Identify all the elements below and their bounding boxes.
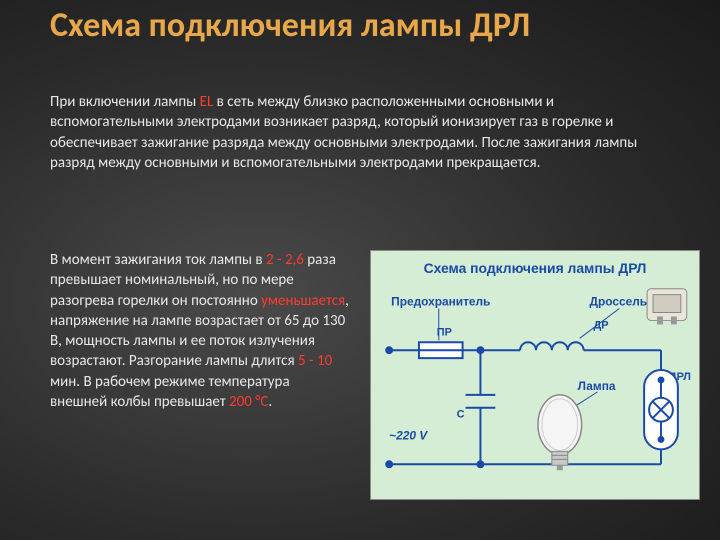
label-choke: Дроссель bbox=[590, 295, 648, 309]
label-lamp: Лампа bbox=[578, 379, 616, 393]
label-voltage: ~220 V bbox=[389, 428, 428, 442]
circuit-diagram: Схема подключения лампы ДРЛ Предохраните… bbox=[370, 250, 700, 500]
label-c: С bbox=[457, 409, 465, 421]
lamp-drawing bbox=[538, 395, 582, 470]
page-title: Схема подключения лампы ДРЛ bbox=[50, 6, 700, 45]
label-pr: ПР bbox=[437, 326, 452, 338]
paragraph-1: При включении лампы EL в сеть между близ… bbox=[50, 92, 650, 173]
circuit-svg: Схема подключения лампы ДРЛ Предохраните… bbox=[371, 251, 699, 499]
wires bbox=[386, 342, 661, 467]
label-fuse: Предохранитель bbox=[391, 295, 490, 309]
drl-symbol bbox=[644, 370, 678, 449]
diagram-title: Схема подключения лампы ДРЛ bbox=[424, 260, 647, 276]
label-dr: ДР bbox=[594, 319, 609, 331]
paragraph-2: В момент зажигания ток лампы в 2 - 2,6 р… bbox=[50, 250, 350, 412]
choke-drawing bbox=[647, 289, 687, 325]
